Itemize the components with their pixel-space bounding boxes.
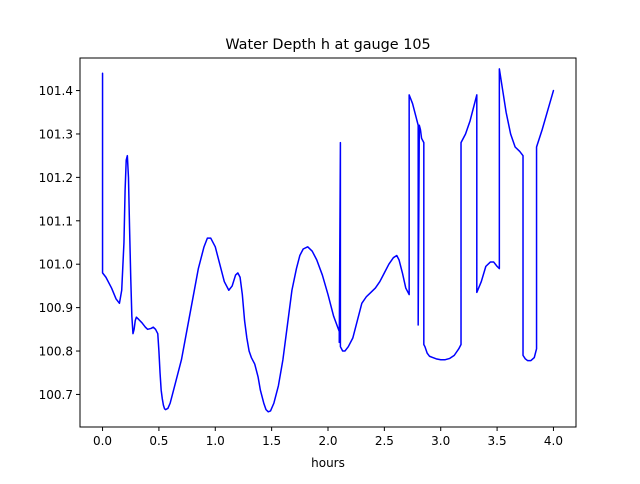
x-tick-label: 3.0 — [431, 434, 450, 448]
axes-frame — [79, 57, 577, 428]
y-tick-label: 101.3 — [39, 127, 73, 141]
y-tick-label: 101.2 — [39, 171, 73, 185]
y-axis-ticks: 100.7 100.8 100.9 101.0 101.1 101.2 101.3 101.4 — [39, 84, 80, 402]
chart-title: Water Depth h at gauge 105 — [225, 37, 430, 53]
x-tick-label: 0.0 — [93, 434, 112, 448]
x-tick-label: 4.0 — [544, 434, 563, 448]
series-line — [101, 68, 555, 413]
y-tick-label: 101.0 — [39, 258, 73, 272]
x-axis-ticks: 0.0 0.5 1.0 1.5 2.0 2.5 3.0 3.5 4.0 — [93, 427, 563, 448]
x-tick-label: 1.0 — [206, 434, 225, 448]
x-axis-label: hours — [311, 456, 345, 470]
x-tick-label: 2.0 — [318, 434, 337, 448]
y-tick-label: 101.4 — [39, 84, 73, 98]
y-tick-label: 100.7 — [39, 388, 73, 402]
y-tick-label: 100.8 — [39, 345, 73, 359]
plot-area — [101, 68, 555, 413]
x-tick-label: 0.5 — [149, 434, 168, 448]
x-tick-label: 1.5 — [262, 434, 281, 448]
x-tick-label: 3.5 — [488, 434, 507, 448]
x-tick-label: 2.5 — [375, 434, 394, 448]
y-tick-label: 101.1 — [39, 214, 73, 228]
y-tick-label: 100.9 — [39, 301, 73, 315]
